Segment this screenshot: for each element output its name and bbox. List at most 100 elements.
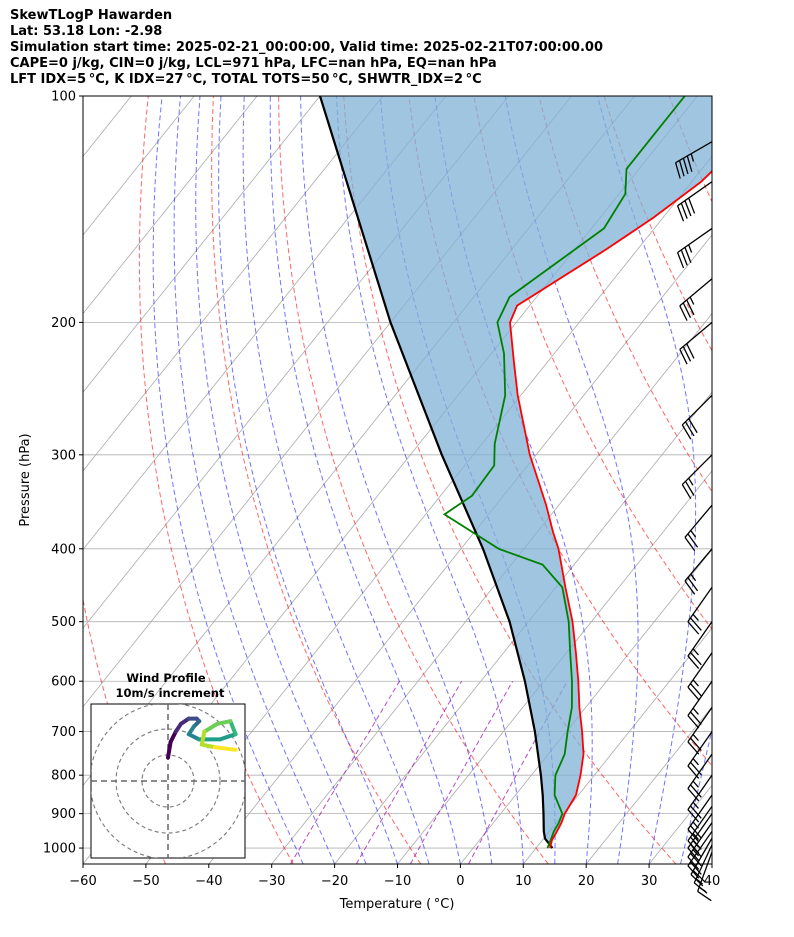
dry-adiabat — [278, 96, 549, 864]
hodograph-segment — [166, 740, 173, 760]
wind-barb — [687, 753, 713, 802]
x-tick-label: −20 — [321, 874, 348, 889]
wind-barb — [687, 652, 713, 701]
mixing-ratio-line — [290, 680, 400, 864]
hodograph-segment — [218, 732, 238, 742]
y-tick-label: 400 — [51, 542, 76, 557]
mixing-ratio-line — [409, 680, 514, 864]
hodograph-plot — [91, 704, 245, 858]
dry-adiabat — [734, 96, 794, 864]
title-line-4: CAPE=0 j/kg, CIN=0 j/kg, LCL=971 hPa, LF… — [10, 56, 497, 71]
wind-barbs — [675, 141, 713, 902]
dry-adiabat — [668, 96, 712, 203]
sounding-profiles — [318, 96, 712, 849]
isotherm-line — [711, 863, 712, 864]
moist-adiabat — [152, 96, 304, 864]
moist-adiabat — [173, 96, 336, 864]
wind-barb — [676, 181, 713, 222]
x-tick-label: −10 — [384, 874, 411, 889]
isotherm-line — [648, 784, 712, 864]
axes: −60 −50 −40 −30 −20 −10 0 10 20 30 40 1000 900 800 700… — [43, 90, 720, 890]
dewpoint-line — [442, 96, 686, 849]
wind-barb — [679, 321, 713, 365]
moist-adiabat — [744, 96, 794, 864]
moist-adiabat — [218, 96, 398, 864]
moist-adiabat — [300, 96, 493, 864]
dry-adiabat — [538, 96, 712, 493]
title-line-5: LFT IDX=5 °C, K IDX=27 °C, TOTAL TOTS=50… — [10, 72, 482, 87]
dry-adiabat — [138, 96, 294, 864]
parcel-profile-line — [318, 96, 554, 849]
isotherm-line — [585, 706, 712, 864]
hodograph-segment — [212, 745, 238, 752]
title-line-2: Lat: 53.18 Lon: -2.98 — [10, 24, 163, 39]
title-line-3: Simulation start time: 2025-02-21_00:00:… — [10, 40, 603, 55]
wind-barb — [687, 706, 713, 755]
y-tick-label: 600 — [51, 675, 76, 690]
mixing-ratio-line — [355, 680, 463, 864]
x-tick-label: −50 — [132, 874, 159, 889]
x-tick-label: −40 — [195, 874, 222, 889]
hodograph-segment — [199, 742, 217, 750]
dry-adiabat — [211, 96, 422, 864]
x-tick-label: 40 — [704, 874, 721, 889]
chart-title: SkewTLogP Hawarden Lat: 53.18 Lon: -2.98… — [10, 8, 603, 88]
isotherm-line — [83, 96, 195, 236]
hodograph-segment — [215, 719, 233, 726]
y-tick-label: 800 — [51, 769, 76, 784]
x-tick-label: 20 — [578, 874, 595, 889]
isotherm-line — [83, 96, 447, 551]
y-tick-label: 500 — [51, 615, 76, 630]
isotherm-line — [522, 627, 712, 864]
hodograph-title: Wind Profile — [126, 671, 206, 685]
title-line-1: SkewTLogP Hawarden — [10, 8, 173, 23]
wind-barb — [676, 227, 713, 269]
cape-cin-shading — [320, 96, 712, 849]
y-tick-label: 900 — [51, 807, 76, 822]
moist-adiabat — [269, 96, 461, 864]
isotherm-line — [83, 96, 321, 393]
wind-barb — [687, 774, 713, 823]
isotherm-line — [83, 96, 384, 472]
isotherm-line — [271, 312, 712, 864]
x-axis-label: Temperature ( °C) — [339, 897, 455, 912]
moist-adiabat — [195, 96, 367, 864]
cape-shade-area — [320, 96, 712, 849]
wind-barb — [684, 504, 713, 552]
moist-adiabat — [242, 96, 430, 864]
x-tick-label: −30 — [258, 874, 285, 889]
moist-adiabat — [711, 861, 712, 864]
wind-barb — [687, 680, 713, 729]
wind-barb — [687, 586, 713, 635]
hodograph-segment — [199, 729, 207, 747]
hodograph-segment — [202, 721, 220, 734]
x-tick-label: 30 — [641, 874, 658, 889]
y-tick-label: 300 — [51, 448, 76, 463]
temperature-line — [509, 170, 712, 849]
dry-adiabat — [343, 96, 677, 864]
dry-adiabat — [473, 96, 712, 630]
x-tick-label: 0 — [456, 874, 464, 889]
y-tick-label: 1000 — [43, 842, 76, 857]
wind-barb — [687, 794, 713, 843]
y-tick-label: 100 — [51, 90, 76, 105]
y-axis-label: Pressure (hPa) — [18, 433, 33, 526]
wind-barb — [684, 548, 713, 595]
isotherm-line — [334, 391, 712, 864]
wind-barb — [679, 278, 713, 321]
y-tick-label: 200 — [51, 316, 76, 331]
y-tick-label: 700 — [51, 725, 76, 740]
hodograph-segment — [228, 719, 238, 737]
wind-barb — [681, 454, 713, 500]
isotherm-line — [83, 96, 258, 315]
moist-adiabat — [336, 96, 524, 864]
hodograph-subtitle: 10m/s increment — [116, 686, 225, 700]
x-tick-label: −60 — [69, 874, 96, 889]
wind-barb — [681, 394, 713, 440]
dry-adiabat — [408, 96, 712, 767]
isotherm-line — [0, 96, 68, 864]
wind-barb — [687, 621, 713, 669]
wind-barb — [675, 141, 713, 179]
